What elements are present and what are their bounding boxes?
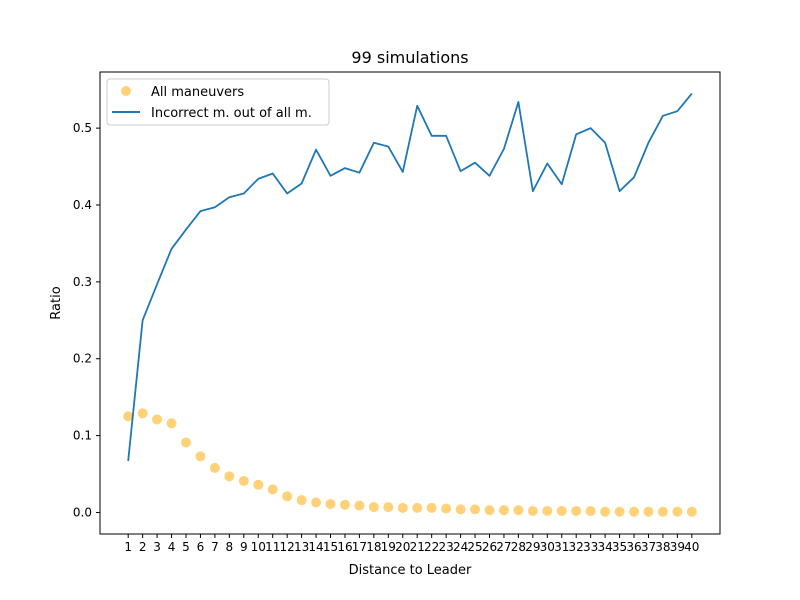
x-tick-label: 4 [168, 540, 176, 554]
x-axis-label: Distance to Leader [349, 563, 472, 578]
x-tick-label: 1 [124, 540, 132, 554]
scatter-point-all-maneuvers [137, 408, 148, 419]
y-tick-label: 0.1 [73, 429, 92, 443]
legend: All maneuvers Incorrect m. out of all m. [106, 78, 330, 126]
x-tick-label: 3 [153, 540, 161, 554]
x-tick-label: 22 [424, 540, 439, 554]
x-tick-label: 25 [467, 540, 482, 554]
x-tick-label: 33 [583, 540, 598, 554]
x-tick-label: 8 [226, 540, 234, 554]
y-tick-label: 0.3 [73, 275, 92, 289]
x-tick-label: 9 [240, 540, 248, 554]
scatter-point-all-maneuvers [282, 491, 293, 502]
x-tick-label: 23 [438, 540, 453, 554]
x-tick-label: 27 [496, 540, 511, 554]
x-tick-label: 28 [511, 540, 526, 554]
scatter-point-all-maneuvers [643, 506, 654, 517]
x-tick-label: 34 [597, 540, 612, 554]
scatter-point-all-maneuvers [470, 504, 481, 515]
series-line-incorrect-maneuvers [127, 92, 693, 462]
x-tick-label: 36 [626, 540, 641, 554]
scatter-point-all-maneuvers [311, 497, 322, 508]
scatter-point-all-maneuvers [585, 505, 596, 516]
x-tick-label: 16 [337, 540, 352, 554]
scatter-point-all-maneuvers [209, 462, 220, 473]
y-tick-label: 0.0 [73, 505, 92, 519]
x-tick-label: 10 [251, 540, 266, 554]
x-tick-label: 6 [197, 540, 205, 554]
legend-marker-all-maneuvers [121, 86, 131, 96]
scatter-point-all-maneuvers [686, 506, 697, 517]
plot-frame [99, 71, 721, 535]
x-tick-label: 13 [294, 540, 309, 554]
x-tick-label: 17 [352, 540, 367, 554]
x-tick-label: 38 [655, 540, 670, 554]
scatter-point-all-maneuvers [296, 495, 307, 506]
scatter-point-all-maneuvers [354, 500, 365, 511]
scatter-point-all-maneuvers [513, 505, 524, 516]
x-tick-label: 30 [540, 540, 555, 554]
scatter-point-all-maneuvers [614, 506, 625, 517]
scatter-point-all-maneuvers [542, 505, 553, 516]
x-tick-label: 29 [525, 540, 540, 554]
scatter-point-all-maneuvers [600, 506, 611, 517]
scatter-point-all-maneuvers [412, 502, 423, 513]
x-tick-label: 19 [381, 540, 396, 554]
scatter-point-all-maneuvers [484, 505, 495, 516]
x-tick-label: 40 [684, 540, 699, 554]
axes-layer: 1 2 3 4 5 6 7 8 9 10 11 12 13 14 15 16 17 18 19 20 21 22 23 24 2… [73, 121, 700, 554]
scatter-point-all-maneuvers [180, 437, 191, 448]
x-tick-label: 18 [366, 540, 381, 554]
x-tick-label: 12 [280, 540, 295, 554]
legend-label-all-maneuvers: All maneuvers [151, 85, 244, 100]
x-tick-label: 26 [482, 540, 497, 554]
x-tick-label: 14 [308, 540, 323, 554]
x-tick-label: 32 [569, 540, 584, 554]
scatter-point-all-maneuvers [195, 451, 206, 462]
data-layer [123, 92, 697, 517]
x-tick-label: 24 [453, 540, 468, 554]
scatter-point-all-maneuvers [426, 502, 437, 513]
scatter-point-all-maneuvers [672, 506, 683, 517]
chart-title: 99 simulations [351, 48, 468, 67]
x-tick-label: 21 [410, 540, 425, 554]
scatter-point-all-maneuvers [152, 414, 163, 425]
scatter-point-all-maneuvers [253, 479, 264, 490]
x-tick-label: 20 [395, 540, 410, 554]
scatter-point-all-maneuvers [123, 411, 134, 422]
y-tick-label: 0.2 [73, 352, 92, 366]
scatter-point-all-maneuvers [166, 418, 177, 429]
legend-box [106, 78, 330, 126]
x-tick-label: 7 [211, 540, 219, 554]
scatter-point-all-maneuvers [441, 503, 452, 514]
scatter-point-all-maneuvers [455, 504, 466, 515]
scatter-point-all-maneuvers [224, 471, 235, 482]
x-tick-label: 39 [670, 540, 685, 554]
scatter-point-all-maneuvers [498, 505, 509, 516]
y-axis-label: Ratio [49, 286, 64, 319]
scatter-point-all-maneuvers [571, 505, 582, 516]
x-tick-label: 35 [612, 540, 627, 554]
scatter-point-all-maneuvers [527, 505, 538, 516]
scatter-point-all-maneuvers [339, 499, 350, 510]
scatter-point-all-maneuvers [397, 502, 408, 513]
y-tick-label: 0.4 [73, 198, 92, 212]
x-tick-label: 31 [554, 540, 569, 554]
scatter-point-all-maneuvers [267, 484, 278, 495]
scatter-point-all-maneuvers [657, 506, 668, 517]
x-tick-label: 15 [323, 540, 338, 554]
x-tick-label: 37 [641, 540, 656, 554]
x-tick-label: 5 [182, 540, 190, 554]
scatter-point-all-maneuvers [383, 502, 394, 513]
scatter-point-all-maneuvers [629, 506, 640, 517]
x-tick-label: 2 [139, 540, 147, 554]
legend-label-incorrect-maneuvers: Incorrect m. out of all m. [151, 106, 312, 121]
scatter-point-all-maneuvers [238, 475, 249, 486]
scatter-point-all-maneuvers [368, 502, 379, 513]
y-tick-label: 0.5 [73, 121, 92, 135]
scatter-point-all-maneuvers [325, 499, 336, 510]
scatter-point-all-maneuvers [556, 505, 567, 516]
x-tick-label: 11 [265, 540, 280, 554]
